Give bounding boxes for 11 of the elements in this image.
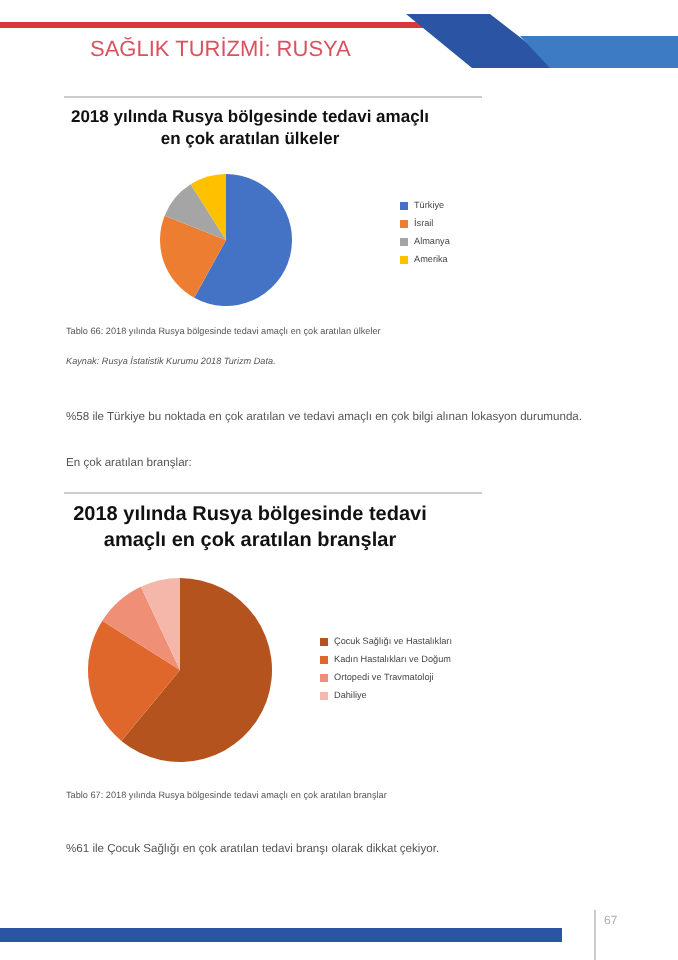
pie-slice [194, 174, 292, 306]
pie-slice [190, 174, 226, 240]
pie-slice [121, 578, 272, 762]
chart-title: 2018 yılında Rusya bölgesinde tedavi amaçlı en çok aratılan ülkeler [68, 106, 432, 151]
text: SAĞLIK TURİZMİ: RUSYA [90, 36, 351, 66]
pie-slice [88, 620, 180, 741]
pie-slice [140, 578, 180, 670]
chart-title: 2018 yılında Rusya bölgesinde tedavi amaçlı en çok aratılan branşlar [71, 502, 429, 554]
pie-slice [160, 215, 226, 298]
pie-slice [102, 586, 180, 670]
pie-slice [164, 184, 226, 240]
